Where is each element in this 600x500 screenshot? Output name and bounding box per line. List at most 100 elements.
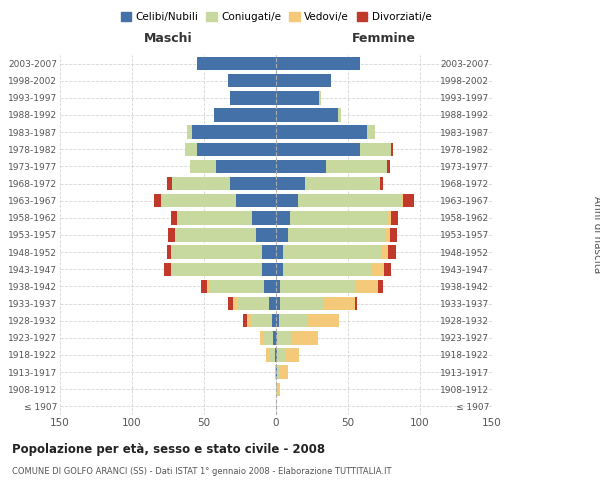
Bar (384, 262, 391, 276)
Bar (308, 314, 340, 328)
Bar (187, 126, 193, 139)
Bar (338, 108, 341, 122)
Bar (276, 74, 331, 88)
Bar (276, 262, 283, 276)
Bar (280, 366, 287, 379)
Bar (207, 280, 210, 293)
Bar (283, 262, 373, 276)
Bar (298, 194, 401, 207)
Bar (326, 160, 387, 173)
Bar (168, 228, 175, 241)
Bar (391, 211, 398, 224)
Bar (276, 331, 277, 344)
Bar (276, 348, 277, 362)
Bar (277, 382, 280, 396)
Bar (276, 160, 326, 173)
Bar (355, 280, 378, 293)
Bar (367, 126, 376, 139)
Text: Maschi: Maschi (143, 32, 193, 44)
Bar (214, 108, 276, 122)
Bar (172, 246, 262, 259)
Y-axis label: Fasce di età: Fasce di età (0, 202, 2, 268)
Bar (387, 160, 390, 173)
Bar (171, 211, 176, 224)
Bar (276, 280, 280, 293)
Bar (265, 280, 276, 293)
Bar (251, 314, 272, 328)
Bar (230, 91, 276, 104)
Bar (276, 91, 319, 104)
Bar (260, 331, 263, 344)
Legend: Celibi/Nubili, Coniugati/e, Vedovi/e, Divorziati/e: Celibi/Nubili, Coniugati/e, Vedovi/e, Di… (116, 8, 436, 26)
Bar (275, 348, 276, 362)
Bar (373, 262, 384, 276)
Bar (276, 142, 359, 156)
Bar (262, 262, 276, 276)
Bar (262, 246, 276, 259)
Bar (284, 348, 299, 362)
Bar (276, 194, 298, 207)
Text: Femmine: Femmine (352, 32, 416, 44)
Bar (167, 177, 172, 190)
Bar (277, 366, 280, 379)
Bar (388, 211, 391, 224)
Bar (161, 194, 236, 207)
Bar (172, 177, 230, 190)
Bar (215, 160, 276, 173)
Bar (323, 297, 355, 310)
Bar (276, 366, 277, 379)
Bar (243, 314, 247, 328)
Bar (210, 280, 265, 293)
Bar (275, 366, 276, 379)
Bar (381, 246, 388, 259)
Bar (193, 126, 276, 139)
Bar (171, 262, 172, 276)
Bar (276, 246, 283, 259)
Bar (190, 160, 215, 173)
Bar (229, 297, 233, 310)
Bar (359, 142, 391, 156)
Bar (277, 331, 292, 344)
Bar (378, 280, 383, 293)
Text: Popolazione per età, sesso e stato civile - 2008: Popolazione per età, sesso e stato civil… (12, 442, 325, 456)
Bar (197, 57, 276, 70)
Bar (401, 194, 403, 207)
Bar (230, 177, 276, 190)
Bar (256, 228, 276, 241)
Bar (172, 262, 262, 276)
Bar (403, 194, 414, 207)
Bar (276, 108, 338, 122)
Bar (276, 211, 290, 224)
Bar (197, 142, 276, 156)
Bar (277, 348, 284, 362)
Bar (175, 228, 256, 241)
Bar (167, 246, 171, 259)
Bar (272, 314, 276, 328)
Bar (269, 297, 276, 310)
Bar (292, 331, 318, 344)
Bar (280, 280, 355, 293)
Bar (164, 262, 171, 276)
Bar (237, 297, 269, 310)
Bar (236, 194, 276, 207)
Text: COMUNE DI GOLFO ARANCI (SS) - Dati ISTAT 1° gennaio 2008 - Elaborazione TUTTITAL: COMUNE DI GOLFO ARANCI (SS) - Dati ISTAT… (12, 468, 392, 476)
Bar (276, 228, 287, 241)
Bar (287, 228, 385, 241)
Bar (201, 280, 207, 293)
Bar (388, 246, 395, 259)
Bar (280, 297, 323, 310)
Bar (276, 314, 279, 328)
Bar (266, 348, 269, 362)
Text: Anni di nascita: Anni di nascita (592, 196, 600, 274)
Bar (229, 74, 276, 88)
Bar (283, 246, 381, 259)
Bar (290, 211, 388, 224)
Bar (273, 331, 276, 344)
Bar (391, 142, 392, 156)
Bar (251, 211, 276, 224)
Bar (279, 314, 308, 328)
Bar (247, 314, 251, 328)
Bar (390, 228, 397, 241)
Bar (276, 177, 305, 190)
Bar (154, 194, 161, 207)
